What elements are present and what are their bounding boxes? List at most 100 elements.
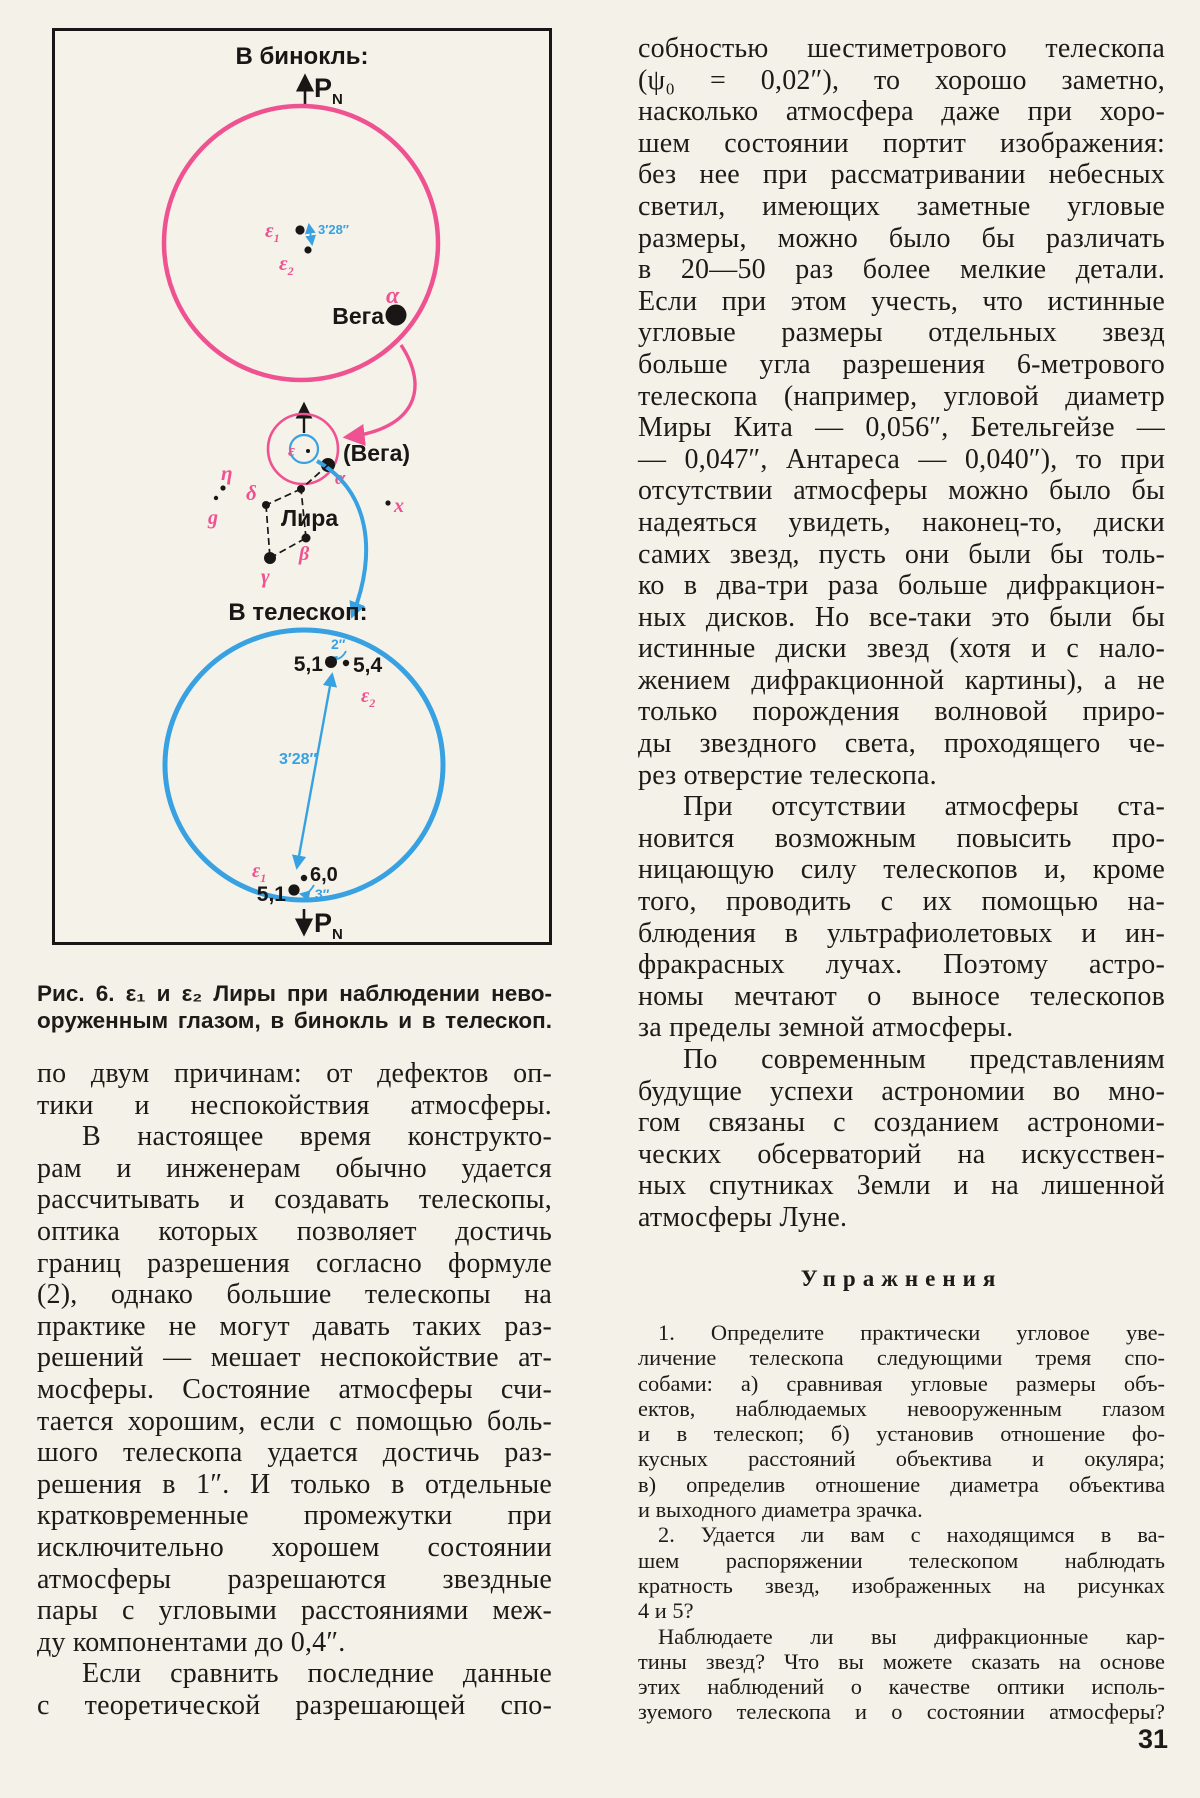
lyra-label: Лира — [281, 505, 338, 531]
text-line: Если при этом учесть, что истинные — [638, 285, 1165, 317]
gamma-lyrae-star — [264, 552, 276, 564]
text-line: границ разрешения согласно формуле — [37, 1247, 552, 1279]
magnitude-51-bottom: 5,1 — [257, 883, 287, 906]
text-line: ды звездного света, проходящего че- — [638, 728, 1165, 760]
figure-6: В бинокль: PN ε1 3′28″ ε2 α Вега — [52, 28, 552, 945]
separation-arrow-eps1 — [298, 884, 315, 901]
text-line: гом связаны с созданием астрономи- — [638, 1107, 1165, 1139]
text-line: зуемого телескопа и о состоянии атмосфер… — [638, 1699, 1165, 1725]
text-line: шем распоряжении телескопом наблюдать — [638, 1547, 1165, 1573]
text-line: рез отверстие телескопа. — [638, 759, 937, 791]
text-line: шем состоянии портит изображения: — [638, 127, 1165, 159]
eps2-primary-star — [325, 656, 337, 668]
telescope-extent-circle — [288, 433, 320, 465]
vega-label-binocular: Вега — [332, 303, 384, 329]
magnify-arrow-telescope — [316, 459, 369, 619]
figure-caption-line: оруженным глазом, в бинокль и в телескоп… — [37, 1007, 552, 1033]
lyra-constellation-lines — [265, 464, 329, 559]
exercises-text: 1. Определите практически угловое уве-ли… — [638, 1320, 1165, 1725]
figure-6-diagram: В бинокль: PN ε1 3′28″ ε2 α Вега — [161, 43, 446, 942]
text-line: по двум причинам: от дефектов оп- — [37, 1058, 552, 1089]
exercises-heading: Упражнения — [800, 1266, 1003, 1291]
text-line: пары с угловыми расстояниями меж- — [37, 1595, 552, 1627]
text-line: отсутствии атмосферы можно было бы — [638, 475, 1165, 507]
text-line: решений — мешает неспокойствие ат- — [37, 1342, 552, 1374]
epsilon1-star-binocular — [295, 225, 305, 235]
text-line: кратность звезд, изображенных на рисунка… — [638, 1572, 1165, 1598]
text-line: фракрасных лучах. Поэтому астро- — [638, 949, 1165, 981]
text-line: собами: а) сравнивая угловые размеры объ… — [638, 1370, 1165, 1396]
text-line: 1. Определите практически угловое уве- — [658, 1320, 1165, 1345]
text-line: блюдения в ультрафиолетовых и ин- — [638, 917, 1165, 949]
text-line: рассчитывать и создавать телескопы, — [37, 1184, 552, 1216]
text-line: с теоретической разрешающей спо- — [37, 1689, 552, 1721]
text-line: жением дифракционной картины), а не — [638, 664, 1165, 696]
text-line: Если сравнить последние данные — [82, 1658, 552, 1690]
text-line: ко в два-три раза больше дифракцион- — [638, 570, 1165, 602]
text-line: кусных расстояний объектива и окуляра; — [638, 1446, 1165, 1472]
text-line: 2. Удается ли вам с находящимся в ва- — [658, 1522, 1165, 1548]
epsilon1-label-binocular: ε1 — [265, 218, 280, 245]
epsilon-star-sky — [306, 449, 310, 453]
text-line: надеяться увидеть, наконец-то, диски — [638, 506, 1165, 538]
eps1-secondary-star — [300, 874, 308, 882]
delta-lyrae-label: δ — [246, 481, 257, 505]
x-field-star-label: x — [393, 495, 404, 517]
text-line: тины звезд? Что вы можете сказать на осн… — [638, 1648, 1165, 1674]
alpha-label-binocular: α — [386, 283, 400, 309]
text-line: атмосферы разрешаются звездные — [37, 1563, 552, 1595]
page-number: 31 — [1138, 1724, 1169, 1754]
text-line: практике не могут давать таких раз- — [37, 1310, 552, 1342]
magnitude-51-top: 5,1 — [294, 653, 324, 676]
eta-lyrae-star — [220, 485, 226, 491]
text-line: истинные диски звезд (хотя и с нало- — [638, 633, 1165, 665]
text-line: тается хорошим, если с помощью боль- — [37, 1405, 552, 1437]
separation-value-eps2: 2″ — [331, 636, 346, 652]
right-column-text: собностью шестиметрового телескопа (ψ₀ = … — [638, 33, 1165, 1234]
text-line: в) определив отношение диаметра объектив… — [638, 1471, 1165, 1497]
separation-value-eps1: 3″ — [315, 886, 330, 902]
text-line: ницающую силу телескопов и, кроме — [638, 854, 1165, 886]
text-line: будущие успехи астрономии во мно- — [638, 1075, 1165, 1107]
text-line: самих звезд, пусть они были бы толь- — [638, 538, 1165, 570]
text-line: светил, имеющих заметные угловые — [638, 190, 1165, 222]
north-pole-label-top: PN — [314, 73, 343, 108]
text-line: ных спутниках Земли и на лишенной — [638, 1170, 1165, 1202]
text-line: (2), однако большие телескопы на — [37, 1279, 552, 1311]
text-line: собностью шестиметрового телескопа — [638, 33, 1165, 64]
separation-value-main: 3′28″ — [279, 751, 318, 768]
text-line: решения в 1″. И только в отдельные — [37, 1468, 552, 1500]
binocular-view-title: В бинокль: — [235, 43, 368, 70]
text-line: ных дисков. Но все-таки это были бы — [638, 601, 1165, 633]
delta-lyrae-star — [262, 501, 270, 509]
text-line: кратковременные промежутки при — [37, 1500, 552, 1532]
text-line: ческих обсерваторий на искусствен- — [638, 1138, 1165, 1170]
text-line: шого телескопа удается достичь раз- — [37, 1437, 552, 1469]
beta-lyrae-star — [301, 533, 311, 543]
zeta-lyrae-star — [297, 485, 305, 493]
beta-lyrae-label: β — [298, 543, 310, 565]
text-line: Наблюдаете ли вы дифракционные кар- — [658, 1623, 1165, 1649]
vega-label-sky: (Вега) — [343, 440, 410, 466]
text-line: — 0,047″, Антареса — 0,040″), то при — [638, 443, 1165, 475]
text-line: (ψ₀ = 0,02″), то хорошо заметно, — [638, 64, 1165, 96]
separation-arrow-binocular — [305, 222, 316, 247]
text-line: насколько атмосфера даже при хоро- — [638, 96, 1165, 128]
left-column-text: по двум причинам: от дефектов оп-тики и … — [37, 1058, 552, 1721]
epsilon-label-sky: ε — [288, 441, 295, 460]
text-line: угловые размеры отдельных звезд — [638, 317, 1165, 349]
text-line: мосферы. Состояние атмосферы счи- — [37, 1373, 552, 1405]
magnify-arrow-binocular — [342, 344, 417, 446]
magnitude-54: 5,4 — [353, 654, 383, 677]
text-line: тики и неспокойствия атмосферы. — [37, 1089, 552, 1121]
x-field-star — [385, 500, 391, 506]
text-line: личение телескопа следующими тремя спо- — [638, 1345, 1165, 1371]
figure-caption: Рис. 6. ε₁ и ε₂ Лиры при наблюдении нево… — [37, 981, 552, 1034]
text-line: больше угла разрешения 6-метрового — [638, 348, 1165, 380]
epsilon1-label-telescope: ε1 — [252, 860, 266, 885]
text-line: Миры Кита — 0,056″, Бетельгейзе — — [638, 412, 1165, 444]
text-line: ду компонентами до 0,4″. — [37, 1626, 346, 1658]
separation-value-binocular: 3′28″ — [318, 222, 349, 237]
text-line: и выходного диаметра зрачка. — [638, 1497, 923, 1523]
